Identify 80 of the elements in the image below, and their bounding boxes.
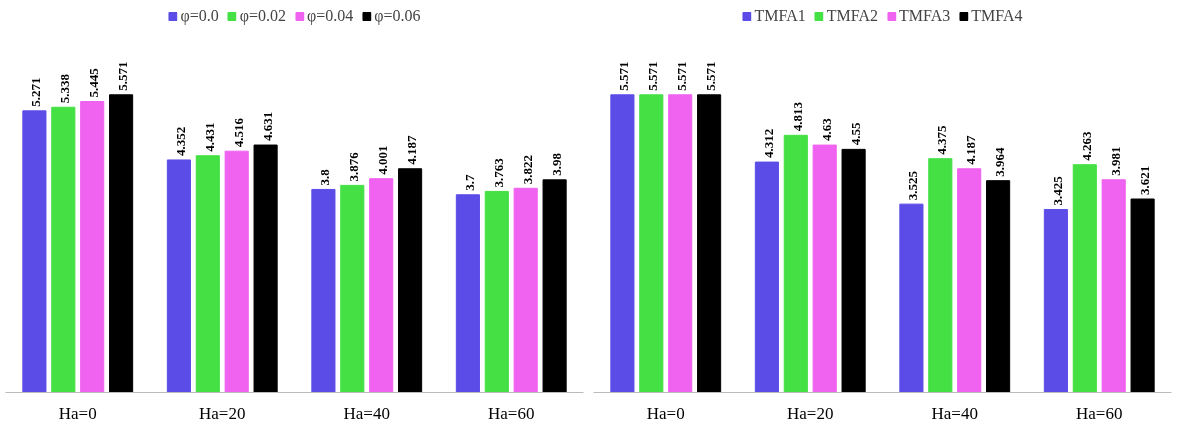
bar (22, 110, 47, 393)
bar (1072, 164, 1097, 393)
legend-label: TMFA1 (754, 7, 806, 25)
data-label: 3.621 (1136, 165, 1152, 196)
data-label: 3.7 (461, 174, 477, 191)
bar (311, 188, 336, 393)
x-tick-label: Ha=0 (646, 403, 685, 423)
data-label: 4.631 (259, 111, 275, 142)
data-label: 4.352 (172, 126, 188, 156)
data-label: 3.525 (905, 170, 921, 201)
bar (783, 134, 808, 393)
legend-label: φ=0.06 (374, 7, 421, 25)
data-label: 4.516 (230, 117, 246, 148)
data-label: 4.813 (789, 101, 805, 132)
x-tick-label: Ha=40 (931, 403, 978, 423)
bar (80, 101, 105, 393)
data-label: 5.571 (645, 61, 661, 91)
bar (51, 106, 76, 393)
data-label: 3.98 (548, 152, 564, 176)
legend-label: TMFA3 (899, 7, 951, 25)
legend-label: TMFA2 (826, 7, 878, 25)
data-label: 4.001 (375, 145, 391, 175)
x-tick-label: Ha=60 (1076, 403, 1123, 423)
data-label: 4.187 (404, 135, 420, 165)
bar (1130, 198, 1155, 393)
legend-label: φ=0.02 (239, 7, 286, 25)
data-label: 4.55 (847, 122, 863, 146)
data-label: 3.876 (346, 151, 362, 182)
bar (668, 94, 693, 393)
x-tick-label: Ha=20 (199, 403, 246, 423)
data-label: 5.571 (703, 61, 719, 91)
data-label: 4.431 (201, 122, 217, 152)
bar (340, 184, 365, 393)
bar (455, 194, 480, 393)
x-tick-label: Ha=20 (787, 403, 834, 423)
data-label: 4.187 (963, 135, 979, 165)
bar (398, 168, 423, 393)
bar (1043, 208, 1068, 393)
data-label: 3.981 (1107, 146, 1123, 176)
data-label: 4.375 (934, 124, 950, 155)
bar (542, 179, 567, 393)
bar (195, 155, 220, 393)
data-label: 5.271 (28, 77, 44, 107)
legend-label: φ=0.04 (307, 7, 354, 25)
data-label: 5.338 (57, 73, 73, 104)
bar (812, 144, 837, 393)
bar (513, 187, 538, 393)
bar (369, 178, 394, 393)
data-label: 3.964 (992, 146, 1008, 177)
x-tick-label: Ha=60 (488, 403, 535, 423)
bar (986, 180, 1011, 393)
bar (957, 168, 982, 393)
data-label: 4.63 (818, 117, 834, 142)
bar (639, 94, 664, 393)
bar (224, 150, 249, 393)
data-label: 5.571 (115, 61, 131, 91)
bar (1101, 179, 1126, 393)
data-label: 5.445 (86, 67, 102, 98)
x-tick-label: Ha=0 (58, 403, 97, 423)
bar (697, 94, 722, 393)
bar (109, 94, 134, 393)
bar (754, 161, 779, 393)
data-label: 5.571 (674, 61, 690, 91)
legend-label: TMFA4 (971, 7, 1023, 25)
data-label: 3.8 (317, 168, 333, 186)
bar (253, 144, 278, 393)
bar (610, 94, 635, 393)
legend-label: φ=0.0 (180, 7, 219, 25)
data-label: 3.763 (490, 157, 506, 188)
bar (899, 203, 924, 393)
data-label: 3.822 (519, 155, 535, 185)
data-label: 4.312 (760, 128, 776, 159)
bar (484, 190, 509, 393)
data-label: 3.425 (1049, 175, 1065, 206)
x-tick-label: Ha=40 (343, 403, 390, 423)
data-label: 5.571 (616, 61, 632, 91)
data-label: 4.263 (1078, 130, 1094, 161)
bar (841, 148, 866, 393)
bar (928, 158, 953, 393)
bar (166, 159, 191, 393)
